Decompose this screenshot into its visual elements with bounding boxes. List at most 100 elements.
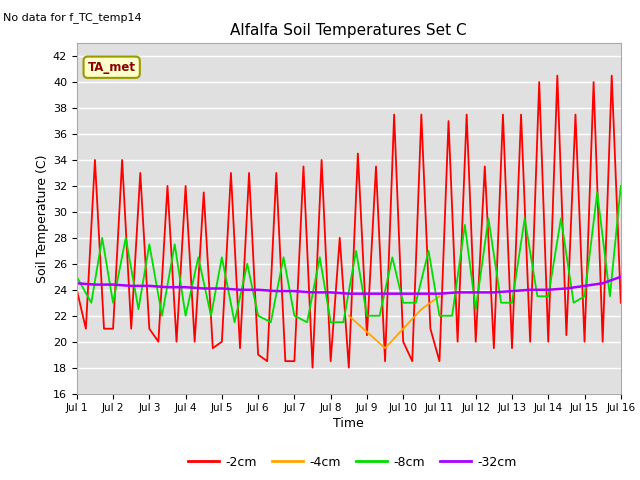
-8cm [134,306,142,312]
Line: -8cm: -8cm [77,186,621,322]
-2cm [554,73,561,79]
-8cm [497,300,505,306]
Line: -32cm: -32cm [77,277,621,294]
-32cm [109,282,117,288]
-8cm [412,300,420,306]
-32cm [363,291,371,297]
-32cm [273,288,280,294]
-32cm [327,289,335,295]
-2cm [617,300,625,306]
-8cm [218,254,226,260]
-32cm [127,283,135,289]
-32cm [580,283,588,289]
-32cm [145,283,153,289]
-8cm [99,235,106,241]
-2cm [182,183,189,189]
-8cm [88,300,95,306]
-32cm [490,289,498,295]
-2cm [200,190,207,195]
-32cm [599,280,607,286]
-8cm [570,300,577,306]
-32cm [436,291,444,297]
-8cm [545,293,552,299]
-8cm [291,313,298,319]
-32cm [399,291,407,297]
-8cm [472,306,479,312]
-32cm [291,288,298,294]
-32cm [73,280,81,286]
-2cm [73,287,81,293]
-8cm [280,254,287,260]
-32cm [218,286,226,291]
-32cm [472,289,479,295]
Text: No data for f_TC_temp14: No data for f_TC_temp14 [3,12,142,23]
-8cm [606,293,614,299]
-8cm [399,300,407,306]
-8cm [316,254,324,260]
-32cm [545,287,552,293]
-8cm [436,313,444,319]
-8cm [109,300,117,306]
X-axis label: Time: Time [333,418,364,431]
-32cm [563,286,570,291]
Y-axis label: Soil Temperature (C): Soil Temperature (C) [36,154,49,283]
-32cm [345,291,353,297]
-32cm [91,282,99,288]
-8cm [171,241,179,247]
-32cm [417,291,425,297]
-8cm [352,248,360,254]
-8cm [363,313,371,319]
-8cm [254,313,262,319]
-8cm [425,248,433,254]
-4cm [345,313,353,319]
-8cm [580,293,588,299]
-8cm [73,274,81,280]
-8cm [617,183,625,189]
-32cm [164,284,172,290]
-8cm [448,313,456,319]
-32cm [381,291,389,297]
Text: TA_met: TA_met [88,61,136,74]
Line: -2cm: -2cm [77,76,621,368]
Legend: -2cm, -4cm, -8cm, -32cm: -2cm, -4cm, -8cm, -32cm [182,451,522,474]
-8cm [461,222,468,228]
-8cm [327,319,335,325]
-2cm [408,358,416,364]
-32cm [454,289,461,295]
-32cm [236,287,244,293]
-4cm [381,345,389,351]
-2cm [308,365,316,371]
Line: -4cm: -4cm [349,296,440,348]
-8cm [122,235,129,241]
-8cm [534,293,541,299]
-8cm [145,241,153,247]
-32cm [254,287,262,293]
-8cm [303,319,311,325]
-8cm [376,313,383,319]
-4cm [417,306,425,312]
-8cm [557,216,564,221]
-8cm [267,319,275,325]
-8cm [484,216,492,221]
-32cm [182,284,189,290]
-8cm [231,319,239,325]
-32cm [526,287,534,293]
-8cm [388,254,396,260]
-8cm [593,190,601,195]
-8cm [158,313,166,319]
-8cm [182,313,189,319]
-2cm [372,164,380,169]
-8cm [195,254,202,260]
-2cm [264,358,271,364]
-32cm [617,274,625,280]
-2cm [563,332,570,338]
-32cm [308,289,316,295]
-32cm [200,286,207,291]
-8cm [243,261,251,267]
-8cm [340,319,348,325]
-8cm [521,216,529,221]
Title: Alfalfa Soil Temperatures Set C: Alfalfa Soil Temperatures Set C [230,23,467,38]
-32cm [508,288,516,294]
-8cm [508,300,516,306]
-8cm [207,313,215,319]
